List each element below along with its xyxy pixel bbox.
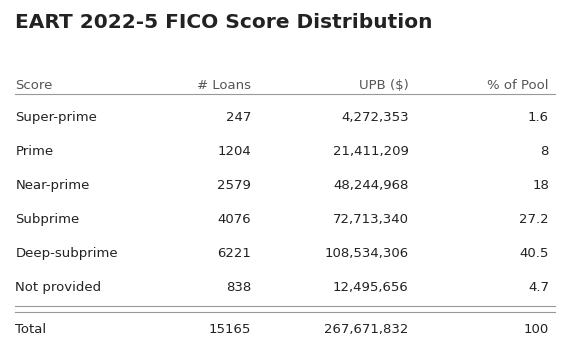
Text: 40.5: 40.5 xyxy=(520,247,549,260)
Text: 2579: 2579 xyxy=(217,179,251,192)
Text: 267,671,832: 267,671,832 xyxy=(324,323,409,336)
Text: Deep-subprime: Deep-subprime xyxy=(15,247,118,260)
Text: Not provided: Not provided xyxy=(15,281,101,294)
Text: 4.7: 4.7 xyxy=(528,281,549,294)
Text: Total: Total xyxy=(15,323,47,336)
Text: Near-prime: Near-prime xyxy=(15,179,90,192)
Text: 21,411,209: 21,411,209 xyxy=(333,145,409,158)
Text: Super-prime: Super-prime xyxy=(15,112,97,124)
Text: Prime: Prime xyxy=(15,145,54,158)
Text: 15165: 15165 xyxy=(209,323,251,336)
Text: 18: 18 xyxy=(532,179,549,192)
Text: 48,244,968: 48,244,968 xyxy=(333,179,409,192)
Text: 27.2: 27.2 xyxy=(519,213,549,226)
Text: 4,272,353: 4,272,353 xyxy=(341,112,409,124)
Text: 838: 838 xyxy=(226,281,251,294)
Text: % of Pool: % of Pool xyxy=(487,79,549,92)
Text: Subprime: Subprime xyxy=(15,213,80,226)
Text: 6221: 6221 xyxy=(217,247,251,260)
Text: Score: Score xyxy=(15,79,53,92)
Text: 4076: 4076 xyxy=(218,213,251,226)
Text: 8: 8 xyxy=(540,145,549,158)
Text: 100: 100 xyxy=(524,323,549,336)
Text: 108,534,306: 108,534,306 xyxy=(324,247,409,260)
Text: 1204: 1204 xyxy=(218,145,251,158)
Text: 12,495,656: 12,495,656 xyxy=(333,281,409,294)
Text: # Loans: # Loans xyxy=(197,79,251,92)
Text: EART 2022-5 FICO Score Distribution: EART 2022-5 FICO Score Distribution xyxy=(15,13,433,32)
Text: UPB ($): UPB ($) xyxy=(359,79,409,92)
Text: 247: 247 xyxy=(226,112,251,124)
Text: 1.6: 1.6 xyxy=(528,112,549,124)
Text: 72,713,340: 72,713,340 xyxy=(332,213,409,226)
